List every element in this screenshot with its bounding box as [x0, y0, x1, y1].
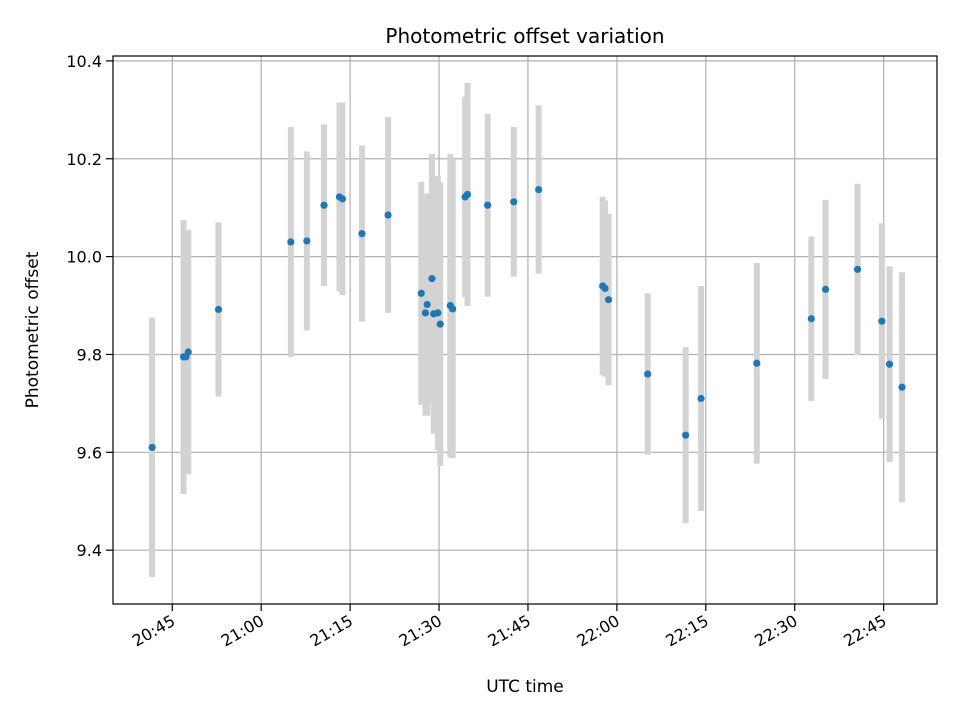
- data-point: [428, 275, 436, 283]
- data-point: [878, 317, 886, 325]
- data-point: [338, 195, 347, 203]
- data-point: [807, 315, 815, 323]
- y-tick-label: 10.4: [66, 52, 102, 71]
- y-tick-label: 9.6: [77, 443, 102, 462]
- data-point: [417, 289, 425, 297]
- data-point: [287, 238, 295, 246]
- data-point: [601, 284, 609, 293]
- data-point: [384, 211, 392, 219]
- plot-frame: [112, 55, 938, 605]
- data-point: [535, 185, 543, 194]
- data-point: [434, 309, 442, 317]
- data-point: [753, 359, 761, 367]
- data-points: [148, 185, 906, 452]
- data-point: [697, 394, 705, 403]
- data-point: [436, 320, 444, 328]
- y-axis-title: Photometric offset: [23, 251, 43, 408]
- y-axis-ticks: 9.4 9.6 9.8 10.0 10.2 10.4: [66, 52, 113, 560]
- y-tick-label: 9.4: [77, 541, 102, 560]
- data-point: [682, 431, 690, 439]
- data-point: [214, 305, 223, 314]
- x-axis-title: UTC time: [486, 677, 564, 697]
- y-tick-label: 10.0: [66, 248, 102, 267]
- data-point: [885, 360, 894, 368]
- data-point: [148, 443, 156, 452]
- data-point: [604, 296, 613, 304]
- data-point: [484, 201, 492, 209]
- data-point: [821, 285, 830, 293]
- data-point: [184, 348, 192, 356]
- data-point: [449, 305, 457, 313]
- data-point: [421, 309, 430, 317]
- chart-title: Photometric offset variation: [385, 24, 664, 48]
- plot-area: [113, 56, 937, 604]
- data-point: [320, 201, 328, 209]
- data-point: [423, 300, 431, 309]
- data-point: [853, 265, 862, 273]
- grid: [113, 56, 937, 604]
- data-point: [358, 230, 366, 238]
- data-point: [644, 370, 652, 378]
- data-point: [463, 190, 472, 199]
- data-point: [510, 198, 518, 206]
- data-point: [303, 237, 311, 245]
- data-point: [898, 383, 906, 391]
- y-tick-label: 9.8: [77, 345, 102, 364]
- y-tick-label: 10.2: [66, 150, 102, 169]
